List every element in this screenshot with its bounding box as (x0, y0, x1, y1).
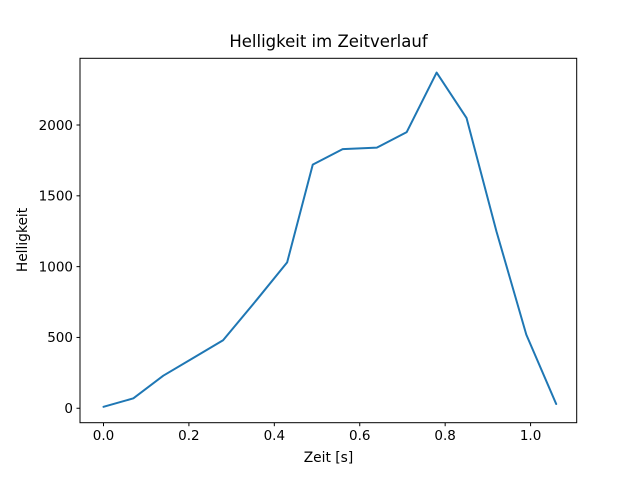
y-axis-label: Helligkeit (15, 207, 31, 273)
y-tick-label: 2000 (39, 118, 73, 134)
x-tick-label: 0.4 (264, 428, 285, 444)
x-tick-label: 0.0 (93, 428, 114, 444)
y-tick-label: 500 (47, 330, 73, 346)
x-tick-label: 1.0 (520, 428, 541, 444)
x-tick-label: 0.2 (178, 428, 199, 444)
x-tick-label: 0.6 (349, 428, 370, 444)
y-tick-label: 0 (64, 401, 73, 417)
data-line-helligkeit (102, 71, 558, 408)
x-axis-label: Zeit [s] (303, 450, 354, 466)
y-tick-label: 1500 (39, 189, 73, 205)
chart-title: Helligkeit im Zeitverlauf (229, 32, 428, 51)
axes-frame (79, 57, 578, 424)
x-tick-label: 0.8 (434, 428, 455, 444)
y-tick-label: 1000 (39, 259, 73, 275)
